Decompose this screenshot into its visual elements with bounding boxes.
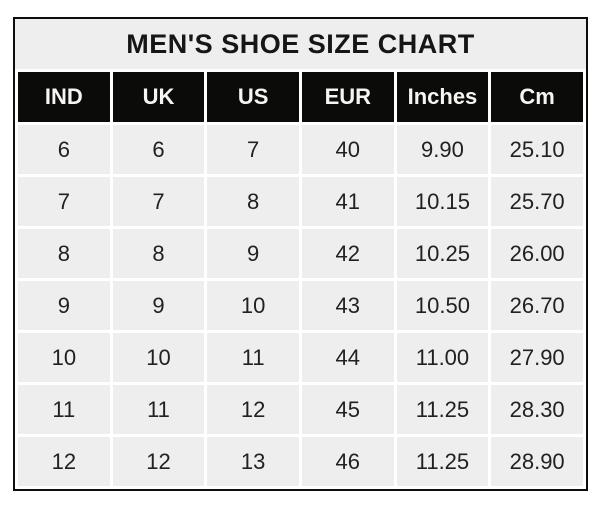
size-cell: 46 [301, 437, 394, 486]
size-cell: 11.00 [396, 333, 489, 382]
table-body: 6 6 7 40 9.90 25.10 7 7 8 41 10.15 25.70 8 8 9 42 10.25 2… [18, 125, 583, 486]
size-cell: 12 [207, 385, 299, 434]
size-cell: 6 [18, 125, 110, 174]
size-cell: 9.90 [396, 125, 489, 174]
size-cell: 25.10 [491, 125, 583, 174]
size-cell: 45 [301, 385, 394, 434]
size-cell: 7 [207, 125, 299, 174]
size-cell: 8 [207, 177, 299, 226]
size-cell: 6 [112, 125, 205, 174]
size-cell: 26.70 [491, 281, 583, 330]
table-row: 12 12 13 46 11.25 28.90 [18, 437, 583, 486]
column-header: IND [18, 72, 110, 122]
size-cell: 10 [18, 333, 110, 382]
size-cell: 9 [112, 281, 205, 330]
size-cell: 9 [207, 229, 299, 278]
size-cell: 41 [301, 177, 394, 226]
size-cell: 28.90 [491, 437, 583, 486]
size-cell: 26.00 [491, 229, 583, 278]
size-cell: 8 [112, 229, 205, 278]
size-cell: 27.90 [491, 333, 583, 382]
size-cell: 7 [18, 177, 110, 226]
size-cell: 10 [207, 281, 299, 330]
size-cell: 9 [18, 281, 110, 330]
size-cell: 11 [207, 333, 299, 382]
size-cell: 12 [112, 437, 205, 486]
size-cell: 10 [112, 333, 205, 382]
chart-title: MEN'S SHOE SIZE CHART [15, 19, 586, 69]
column-header: Cm [491, 72, 583, 122]
column-header: US [207, 72, 299, 122]
table-row: 8 8 9 42 10.25 26.00 [18, 229, 583, 278]
size-cell: 12 [18, 437, 110, 486]
column-header: Inches [396, 72, 489, 122]
table-row: 7 7 8 41 10.15 25.70 [18, 177, 583, 226]
size-cell: 11.25 [396, 437, 489, 486]
table-row: 6 6 7 40 9.90 25.10 [18, 125, 583, 174]
size-cell: 28.30 [491, 385, 583, 434]
size-cell: 42 [301, 229, 394, 278]
size-cell: 11 [112, 385, 205, 434]
shoe-size-chart: MEN'S SHOE SIZE CHART IND UK US EUR Inches Cm… [13, 17, 588, 491]
column-header: EUR [301, 72, 394, 122]
table-row: 10 10 11 44 11.00 27.90 [18, 333, 583, 382]
size-cell: 11 [18, 385, 110, 434]
table-row: 9 9 10 43 10.50 26.70 [18, 281, 583, 330]
size-cell: 43 [301, 281, 394, 330]
size-table: IND UK US EUR Inches Cm 6 6 7 40 9.90 25.10 7 7 8 41 10… [15, 69, 586, 489]
size-cell: 8 [18, 229, 110, 278]
size-cell: 40 [301, 125, 394, 174]
size-cell: 7 [112, 177, 205, 226]
size-cell: 11.25 [396, 385, 489, 434]
size-cell: 13 [207, 437, 299, 486]
size-cell: 44 [301, 333, 394, 382]
table-row: 11 11 12 45 11.25 28.30 [18, 385, 583, 434]
size-cell: 10.25 [396, 229, 489, 278]
header-row: IND UK US EUR Inches Cm [18, 72, 583, 122]
size-cell: 10.50 [396, 281, 489, 330]
size-cell: 25.70 [491, 177, 583, 226]
size-cell: 10.15 [396, 177, 489, 226]
column-header: UK [112, 72, 205, 122]
